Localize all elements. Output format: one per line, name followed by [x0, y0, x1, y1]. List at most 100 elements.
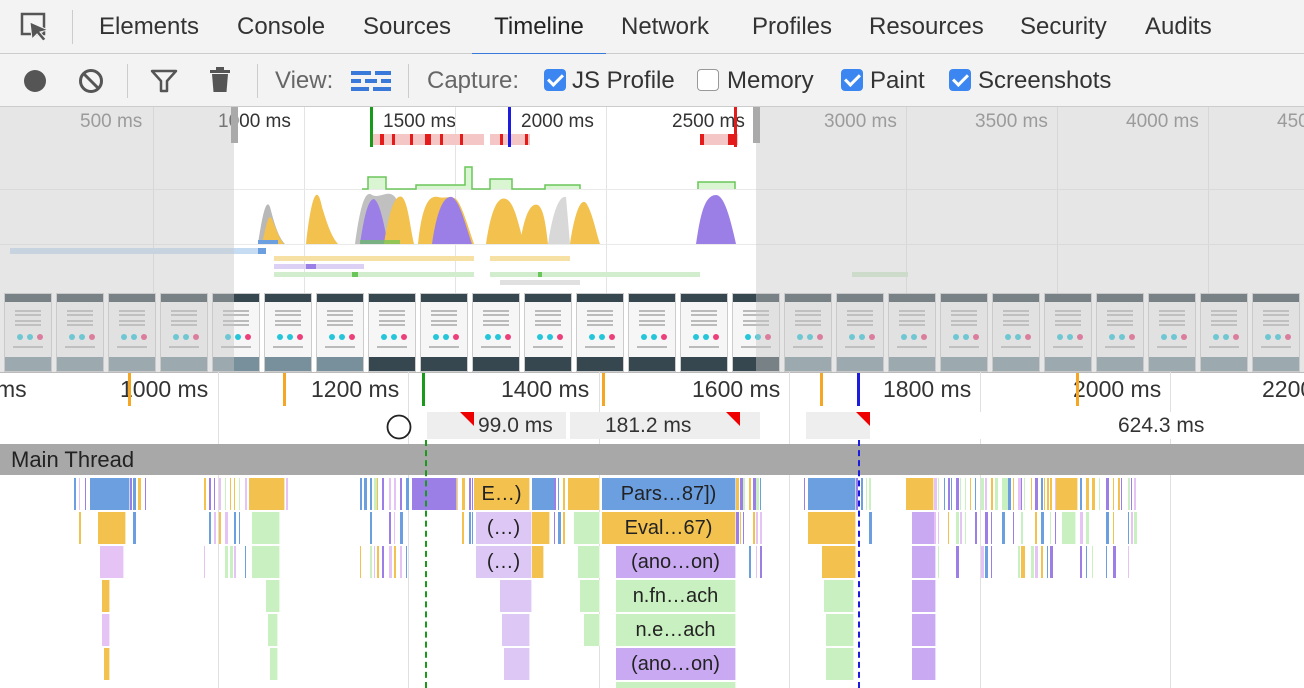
selection-left-handle[interactable] [231, 107, 238, 143]
flame-entry[interactable]: (…) [476, 546, 532, 578]
tab-separator [72, 10, 73, 44]
tab-profiles[interactable]: Profiles [752, 13, 833, 40]
overview-unselected-left [0, 107, 234, 372]
frame-duration: 99.0 ms [478, 414, 553, 437]
screenshot-thumbnail[interactable] [524, 293, 572, 372]
ruler-tick: 2000 ms [1073, 376, 1162, 402]
screenshot-thumbnail[interactable] [1096, 293, 1144, 372]
tab-elements[interactable]: Elements [99, 13, 200, 40]
screenshot-thumbnail[interactable] [108, 293, 156, 372]
tab-console[interactable]: Console [237, 13, 326, 40]
ruler-tick: 1800 ms [883, 376, 972, 402]
frame-bar[interactable]: 99.0 ms [427, 412, 566, 439]
frame-start-circle-icon [386, 414, 412, 440]
flame-entry[interactable]: n.e…ach [616, 614, 736, 646]
frame-bar[interactable] [806, 412, 870, 439]
screenshot-thumbnail[interactable] [576, 293, 624, 372]
flame-entry[interactable]: (…) [476, 512, 532, 544]
filter-icon[interactable] [150, 69, 178, 93]
screenshot-thumbnail[interactable] [836, 293, 884, 372]
overview-tick: 4500 ms [1277, 111, 1304, 132]
screenshot-thumbnail[interactable] [1148, 293, 1196, 372]
screenshot-thumbnail[interactable] [264, 293, 312, 372]
main-thread-header[interactable]: Main Thread [0, 444, 1304, 475]
flame-entry[interactable]: (ano…on) [616, 648, 736, 680]
paint-checkbox[interactable] [841, 69, 863, 91]
tab-sources[interactable]: Sources [363, 13, 452, 40]
toolbar-separator [408, 64, 409, 98]
overview-tick: 2500 ms [672, 111, 745, 132]
ruler-tick: 1000 ms [120, 376, 209, 402]
clear-icon[interactable] [78, 68, 104, 94]
flame-entry[interactable]: n.fn…ach [616, 580, 736, 612]
frame-bar[interactable]: 624.3 ms [874, 412, 1304, 439]
screenshot-thumbnail[interactable] [940, 293, 988, 372]
dom-content-loaded-marker [425, 440, 427, 688]
screenshot-thumbnail[interactable] [1252, 293, 1300, 372]
capture-label: Capture: [427, 67, 520, 94]
screenshot-thumbnail[interactable] [732, 293, 780, 372]
ruler-tick: 1200 ms [311, 376, 400, 402]
overview-unselected-right [756, 107, 1304, 372]
screenshot-thumbnail[interactable] [56, 293, 104, 372]
ruler-tick: 2200 ms [1262, 376, 1304, 402]
selection-right-handle[interactable] [753, 107, 760, 143]
overview-tick: 1500 ms [383, 111, 456, 132]
inspect-element-icon[interactable] [20, 12, 52, 42]
tab-resources[interactable]: Resources [869, 13, 984, 40]
record-icon[interactable] [22, 68, 48, 94]
screenshot-thumbnail[interactable] [4, 293, 52, 372]
js-profile-checkbox[interactable] [544, 69, 566, 91]
screenshots-checkbox[interactable] [949, 69, 971, 91]
overview-tick: 500 ms [80, 111, 143, 132]
screenshot-thumbnail[interactable] [992, 293, 1040, 372]
screenshot-thumbnail[interactable] [472, 293, 520, 372]
flame-entry[interactable]: (ano…on) [616, 546, 736, 578]
screenshot-thumbnail[interactable] [628, 293, 676, 372]
frame-duration: 624.3 ms [1118, 414, 1205, 437]
screenshot-thumbnail[interactable] [368, 293, 416, 372]
screenshot-thumbnail[interactable] [160, 293, 208, 372]
devtools-tab-bar: Elements Console Sources Timeline Networ… [0, 0, 1304, 55]
screenshot-thumbnail[interactable] [420, 293, 468, 372]
flame-chart[interactable]: E…) Pars…87]) (…) Eval…67) (…) (ano…on) … [0, 476, 1304, 688]
ruler-tick: 1400 ms [501, 376, 590, 402]
screenshot-thumbnail[interactable] [1200, 293, 1248, 372]
flame-entry[interactable]: Pars…87]) [602, 478, 736, 510]
memory-label[interactable]: Memory [727, 67, 814, 94]
dropped-frame-flag-icon [460, 412, 474, 426]
tab-timeline[interactable]: Timeline [472, 0, 606, 55]
dropped-frame-flag-icon [726, 412, 740, 426]
toolbar-separator [127, 64, 128, 98]
screenshot-thumbnail[interactable] [680, 293, 728, 372]
timeline-overview[interactable]: 500 ms 1000 ms 1500 ms 2000 ms 2500 ms 3… [0, 107, 1304, 372]
view-label: View: [275, 67, 334, 94]
memory-checkbox[interactable] [697, 69, 719, 91]
dropped-frame-flag-icon [856, 412, 870, 426]
trash-icon[interactable] [208, 66, 232, 94]
toolbar-separator [257, 64, 258, 98]
flame-entry[interactable]: E…) [474, 478, 530, 510]
tab-audits[interactable]: Audits [1145, 13, 1212, 40]
ruler-tick: 1600 ms [692, 376, 781, 402]
screenshot-thumbnail[interactable] [316, 293, 364, 372]
tab-security[interactable]: Security [1020, 13, 1107, 40]
frame-bar[interactable]: 181.2 ms [570, 412, 760, 439]
overview-tick: 2000 ms [521, 111, 594, 132]
frame-duration: 181.2 ms [605, 414, 692, 437]
overview-charts [10, 107, 908, 285]
paint-label[interactable]: Paint [870, 67, 925, 94]
tab-network[interactable]: Network [621, 13, 710, 40]
overview-tick: 3000 ms [824, 111, 897, 132]
flame-entry[interactable]: Eval…67) [602, 512, 736, 544]
time-ruler: ms 1000 ms 1200 ms 1400 ms 1600 ms 1800 … [0, 372, 1304, 407]
screenshot-thumbnail[interactable] [888, 293, 936, 372]
screenshot-thumbnail[interactable] [212, 293, 260, 372]
screenshot-thumbnail[interactable] [784, 293, 832, 372]
ruler-tick: ms [0, 376, 27, 402]
js-profile-label[interactable]: JS Profile [572, 67, 675, 94]
load-event-marker [858, 440, 860, 688]
flame-chart-view-icon[interactable] [351, 70, 391, 92]
screenshots-label[interactable]: Screenshots [978, 67, 1112, 94]
screenshot-thumbnail[interactable] [1044, 293, 1092, 372]
